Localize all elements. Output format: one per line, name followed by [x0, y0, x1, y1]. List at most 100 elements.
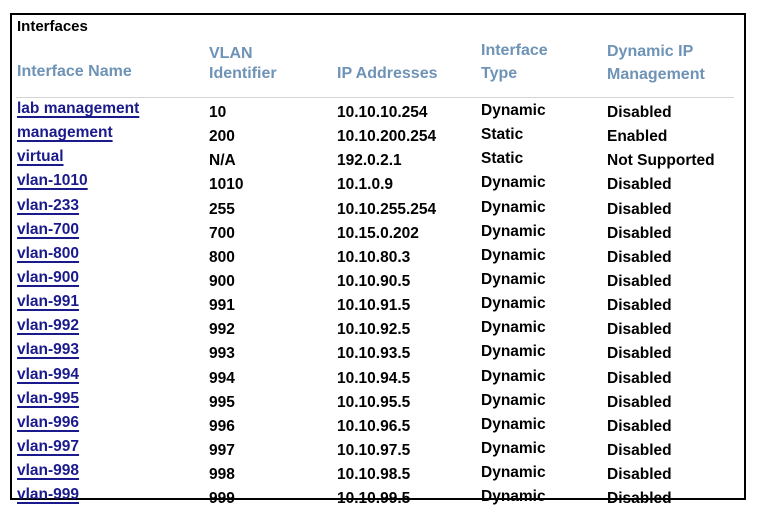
- interface-name-link[interactable]: vlan-995: [17, 389, 80, 407]
- dynamic-ip-cell: Disabled: [607, 297, 672, 315]
- interface-type-cell: Dynamic: [481, 222, 546, 240]
- interface-type-cell: Dynamic: [481, 343, 546, 361]
- dynamic-ip-cell: Disabled: [607, 441, 672, 459]
- interface-type-cell: Dynamic: [481, 270, 546, 288]
- interface-name-link[interactable]: management: [17, 124, 113, 142]
- header-vlan-line1: VLAN: [209, 45, 253, 62]
- table-row: vlan-996 996 10.10.96.5 Dynamic Disabled: [12, 411, 744, 435]
- dynamic-ip-cell: Disabled: [607, 248, 672, 266]
- interface-name-link[interactable]: vlan-998: [17, 462, 80, 480]
- table-row: vlan-998 998 10.10.98.5 Dynamic Disabled: [12, 459, 744, 483]
- ip-address-cell: 10.1.0.9: [337, 176, 394, 194]
- interface-type-cell: Dynamic: [481, 246, 546, 264]
- vlan-identifier-cell: 200: [209, 128, 235, 146]
- table-row: vlan-800 800 10.10.80.3 Dynamic Disabled: [12, 242, 744, 266]
- interface-name-link[interactable]: vlan-992: [17, 317, 80, 335]
- vlan-identifier-cell: 10: [209, 104, 227, 121]
- interface-name-link[interactable]: vlan-994: [17, 365, 80, 383]
- interface-type-cell: Dynamic: [481, 319, 546, 337]
- ip-address-cell: 10.10.93.5: [337, 345, 411, 363]
- table-row: vlan-995 995 10.10.95.5 Dynamic Disabled: [12, 387, 744, 411]
- vlan-identifier-cell: 996: [209, 417, 235, 435]
- ip-address-cell: 10.10.92.5: [337, 321, 411, 339]
- vlan-identifier-cell: 998: [209, 466, 235, 484]
- ip-address-cell: 192.0.2.1: [337, 152, 402, 170]
- table-row: vlan-997 997 10.10.97.5 Dynamic Disabled: [12, 435, 744, 459]
- header-dhcp-line1: Dynamic IP: [607, 43, 694, 60]
- vlan-identifier-cell: N/A: [209, 152, 236, 170]
- table-row: virtual N/A 192.0.2.1 Static Not Supported: [12, 145, 744, 169]
- table-body: lab management 10 10.10.10.254 Dynamic Disab…: [12, 97, 744, 507]
- dynamic-ip-cell: Disabled: [607, 393, 672, 411]
- vlan-identifier-cell: 255: [209, 200, 235, 218]
- vlan-identifier-cell: 1010: [209, 176, 244, 194]
- interface-name-link[interactable]: vlan-993: [17, 341, 80, 359]
- dynamic-ip-cell: Disabled: [607, 272, 672, 290]
- vlan-identifier-cell: 900: [209, 272, 235, 290]
- interfaces-panel: Interfaces Interface Name VLAN Identifie…: [10, 13, 746, 507]
- vlan-identifier-cell: 997: [209, 441, 235, 459]
- interface-name-link[interactable]: vlan-997: [17, 437, 80, 455]
- interface-type-cell: Dynamic: [481, 415, 546, 433]
- ip-address-cell: 10.10.96.5: [337, 417, 411, 435]
- interface-name-link[interactable]: vlan-900: [17, 268, 80, 286]
- interface-name-link[interactable]: vlan-1010: [17, 172, 88, 190]
- vlan-identifier-cell: 999: [209, 490, 235, 508]
- interface-type-cell: Static: [481, 126, 524, 144]
- interface-name-link[interactable]: vlan-233: [17, 196, 80, 214]
- ip-address-cell: 10.10.95.5: [337, 393, 411, 411]
- panel-title: Interfaces: [17, 18, 88, 35]
- header-vlan-line2: Identifier: [209, 65, 277, 82]
- interface-type-cell: Dynamic: [481, 464, 546, 482]
- vlan-identifier-cell: 993: [209, 345, 235, 363]
- interface-name-link[interactable]: vlan-991: [17, 293, 80, 311]
- ip-address-cell: 10.10.90.5: [337, 272, 411, 290]
- dynamic-ip-cell: Enabled: [607, 128, 668, 146]
- ip-address-cell: 10.10.80.3: [337, 248, 411, 266]
- dynamic-ip-cell: Disabled: [607, 321, 672, 339]
- header-type-line2: Type: [481, 65, 518, 82]
- dynamic-ip-cell: Disabled: [607, 224, 672, 242]
- table-row: vlan-999 999 10.10.99.5 Dynamic Disabled: [12, 483, 744, 507]
- ip-address-cell: 10.10.255.254: [337, 200, 437, 218]
- interface-type-cell: Static: [481, 150, 524, 168]
- interface-type-cell: Dynamic: [481, 198, 546, 216]
- dynamic-ip-cell: Disabled: [607, 490, 672, 508]
- interface-type-cell: Dynamic: [481, 488, 546, 506]
- header-type-line1: Interface: [481, 42, 548, 59]
- header-dhcp-line2: Management: [607, 66, 705, 83]
- interface-name-link[interactable]: vlan-800: [17, 244, 80, 262]
- vlan-identifier-cell: 995: [209, 393, 235, 411]
- ip-address-cell: 10.10.99.5: [337, 490, 411, 508]
- header-divider: [16, 97, 734, 98]
- table-row: vlan-900 900 10.10.90.5 Dynamic Disabled: [12, 266, 744, 290]
- interface-name-link[interactable]: lab management: [17, 100, 140, 117]
- table-row: management 200 10.10.200.254 Static Enabled: [12, 121, 744, 145]
- interface-name-link[interactable]: virtual: [17, 148, 64, 166]
- table-row: lab management 10 10.10.10.254 Dynamic Disab…: [12, 97, 744, 121]
- dynamic-ip-cell: Disabled: [607, 466, 672, 484]
- interface-name-link[interactable]: vlan-999: [17, 486, 80, 504]
- ip-address-cell: 10.10.94.5: [337, 369, 411, 387]
- dynamic-ip-cell: Disabled: [607, 369, 672, 387]
- dynamic-ip-cell: Disabled: [607, 200, 672, 218]
- ip-address-cell: 10.10.91.5: [337, 297, 411, 315]
- interface-name-link[interactable]: vlan-700: [17, 220, 80, 238]
- dynamic-ip-cell: Disabled: [607, 176, 672, 194]
- interface-type-cell: Dynamic: [481, 391, 546, 409]
- vlan-identifier-cell: 700: [209, 224, 235, 242]
- table-row: vlan-233 255 10.10.255.254 Dynamic Disabled: [12, 194, 744, 218]
- table-row: vlan-1010 1010 10.1.0.9 Dynamic Disabled: [12, 169, 744, 193]
- vlan-identifier-cell: 800: [209, 248, 235, 266]
- interface-type-cell: Dynamic: [481, 174, 546, 192]
- interface-type-cell: Dynamic: [481, 295, 546, 313]
- ip-address-cell: 10.10.200.254: [337, 128, 437, 146]
- vlan-identifier-cell: 992: [209, 321, 235, 339]
- vlan-identifier-cell: 994: [209, 369, 235, 387]
- interface-name-link[interactable]: vlan-996: [17, 413, 80, 431]
- interface-type-cell: Dynamic: [481, 102, 546, 119]
- table-row: vlan-991 991 10.10.91.5 Dynamic Disabled: [12, 290, 744, 314]
- dynamic-ip-cell: Disabled: [607, 104, 672, 121]
- table-row: vlan-993 993 10.10.93.5 Dynamic Disabled: [12, 338, 744, 362]
- table-row: vlan-700 700 10.15.0.202 Dynamic Disabled: [12, 218, 744, 242]
